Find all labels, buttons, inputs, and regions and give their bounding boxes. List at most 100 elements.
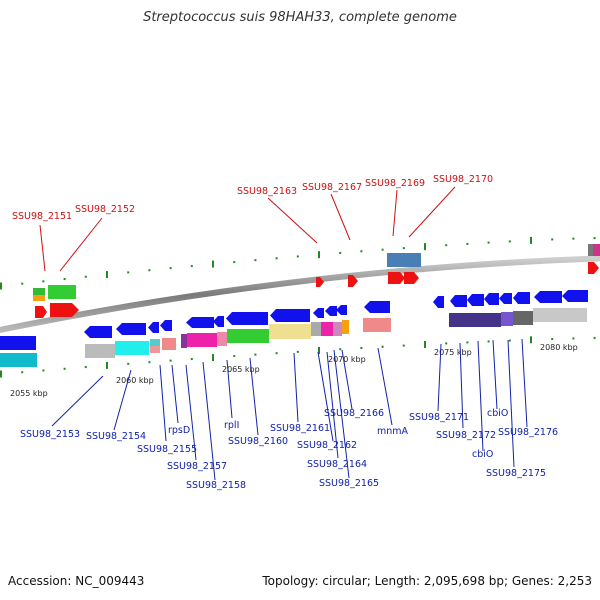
gene-arrow-reverse[interactable]	[160, 320, 172, 331]
gene-block-green-small[interactable]	[33, 288, 45, 295]
label-ssu98-2162[interactable]: SSU98_2162	[297, 440, 357, 451]
gene-arrow-reverse[interactable]	[270, 309, 310, 322]
label-ssu98-2170[interactable]: SSU98_2170	[433, 174, 493, 185]
upper-track-tick	[593, 237, 596, 240]
gene-arrow-reverse[interactable]	[213, 316, 224, 327]
gene-arrow-reverse[interactable]	[450, 295, 467, 307]
label-ssu98-2160[interactable]: SSU98_2160	[228, 436, 288, 447]
gene-arrow-reverse[interactable]	[534, 291, 562, 303]
gene-block-magenta-wide[interactable]	[187, 333, 217, 347]
lower-track-tick	[106, 361, 108, 369]
gene-block-silver[interactable]	[85, 344, 115, 358]
label-ssu98-2176[interactable]: SSU98_2176	[498, 427, 558, 438]
label-ssu98-2169[interactable]: SSU98_2169	[365, 178, 425, 189]
lower-track-tick	[424, 340, 426, 348]
gene-arrow-forward[interactable]	[388, 272, 405, 284]
gene-block-steelblue[interactable]	[387, 253, 421, 267]
lower-track-tick	[339, 348, 342, 351]
upper-track-tick	[445, 244, 448, 247]
gene-block-mauve[interactable]	[333, 322, 342, 336]
label-ssu98-2161[interactable]: SSU98_2161	[270, 423, 330, 434]
lower-gene-labels: SSU98_2153 SSU98_2154 rpsD SSU98_2155 SS…	[20, 408, 558, 491]
label-ssu98-2164[interactable]: SSU98_2164	[307, 459, 367, 470]
gene-arrow-reverse[interactable]	[562, 290, 588, 302]
gene-block-magenta-mid[interactable]	[321, 322, 333, 336]
scale-label-2080: 2080 kbp	[540, 343, 578, 352]
label-ssu98-2155[interactable]: SSU98_2155	[137, 444, 197, 455]
gene-arrow-reverse[interactable]	[0, 336, 36, 350]
gene-arrow-forward[interactable]	[404, 272, 419, 284]
gene-arrow-reverse[interactable]	[148, 322, 159, 333]
gene-block-cyan-left[interactable]	[0, 353, 37, 367]
gene-block-salmon-small[interactable]	[150, 346, 160, 353]
gene-arrow-reverse[interactable]	[325, 306, 337, 316]
lower-track-tick	[0, 370, 2, 378]
label-ssu98-2166[interactable]: SSU98_2166	[324, 408, 384, 419]
label-ssu98-2171[interactable]: SSU98_2171	[409, 412, 469, 423]
gene-block-green-wide[interactable]	[227, 329, 269, 343]
gene-arrow-reverse[interactable]	[467, 294, 484, 306]
gene-arrow-reverse[interactable]	[499, 293, 512, 304]
label-rpsD[interactable]: rpsD	[168, 425, 190, 436]
gene-arrow-reverse[interactable]	[433, 296, 444, 308]
gene-arrow-forward[interactable]	[588, 262, 599, 274]
gene-block-purple[interactable]	[181, 334, 187, 348]
upper-track-tick	[360, 250, 363, 253]
gene-block-indigo[interactable]	[449, 313, 501, 327]
label-cbiO-1[interactable]: cbiO	[487, 408, 508, 419]
gene-arrow-reverse[interactable]	[313, 308, 324, 318]
gene-block-teal-small[interactable]	[150, 339, 160, 346]
upper-track-tick	[0, 282, 2, 290]
label-ssu98-2165[interactable]: SSU98_2165	[319, 478, 379, 489]
gene-block-salmon[interactable]	[162, 338, 176, 350]
gene-arrow-reverse[interactable]	[513, 292, 530, 304]
label-ssu98-2151[interactable]: SSU98_2151	[12, 211, 72, 222]
gene-block-lightgrey[interactable]	[533, 308, 587, 322]
gene-arrow-forward[interactable]	[35, 306, 47, 318]
gene-block-salmon-mnmA[interactable]	[363, 318, 391, 332]
label-mnmA[interactable]: mnmA	[377, 426, 409, 437]
lower-track-tick	[487, 340, 490, 343]
gene-block-darkgrey[interactable]	[513, 311, 533, 325]
label-cbiO-2[interactable]: cbiO	[472, 449, 493, 460]
upper-track-tick	[148, 269, 151, 272]
label-ssu98-2153[interactable]: SSU98_2153	[20, 429, 80, 440]
label-ssu98-2152[interactable]: SSU98_2152	[75, 204, 135, 215]
label-ssu98-2158[interactable]: SSU98_2158	[186, 480, 246, 491]
lower-track-tick	[572, 337, 575, 340]
gene-block-orange-mid[interactable]	[342, 320, 349, 334]
gene-block-khaki[interactable]	[269, 324, 311, 339]
gene-block-cyan[interactable]	[115, 341, 149, 355]
lower-track-tick	[84, 366, 87, 369]
label-ssu98-2157[interactable]: SSU98_2157	[167, 461, 227, 472]
gene-block-orange[interactable]	[33, 295, 45, 301]
gene-arrow-reverse[interactable]	[116, 323, 146, 335]
gene-arrow-reverse[interactable]	[226, 312, 268, 325]
gene-arrow-reverse[interactable]	[336, 305, 347, 315]
label-ssu98-2172[interactable]: SSU98_2172	[436, 430, 496, 441]
gene-block-grey-mid[interactable]	[311, 322, 321, 336]
lower-leader-lines	[51, 338, 528, 481]
gene-arrow-reverse[interactable]	[364, 301, 390, 313]
gene-arrow-forward[interactable]	[50, 303, 79, 317]
label-ssu98-2163[interactable]: SSU98_2163	[237, 186, 297, 197]
upper-track-tick	[339, 251, 342, 254]
gene-block-magenta[interactable]	[593, 244, 600, 256]
gene-arrow-reverse[interactable]	[186, 317, 214, 328]
gene-arrow-reverse[interactable]	[484, 293, 499, 305]
lower-track-tick	[127, 362, 130, 365]
gene-block-green[interactable]	[48, 285, 76, 299]
upper-track-tick	[487, 241, 490, 244]
label-ssu98-2154[interactable]: SSU98_2154	[86, 431, 146, 442]
label-rplI[interactable]: rplI	[224, 420, 239, 431]
label-ssu98-2167[interactable]: SSU98_2167	[302, 182, 362, 193]
upper-leader-lines	[39, 186, 456, 272]
lower-track-tick	[445, 342, 448, 345]
gene-block-pink[interactable]	[217, 332, 227, 346]
gene-arrow-reverse[interactable]	[84, 326, 112, 338]
gene-block-violet[interactable]	[501, 312, 513, 326]
label-ssu98-2175[interactable]: SSU98_2175	[486, 468, 546, 479]
upper-track-tick	[212, 260, 214, 268]
gene-arrow-forward[interactable]	[348, 275, 358, 287]
gene-arrow-forward[interactable]	[316, 277, 324, 287]
